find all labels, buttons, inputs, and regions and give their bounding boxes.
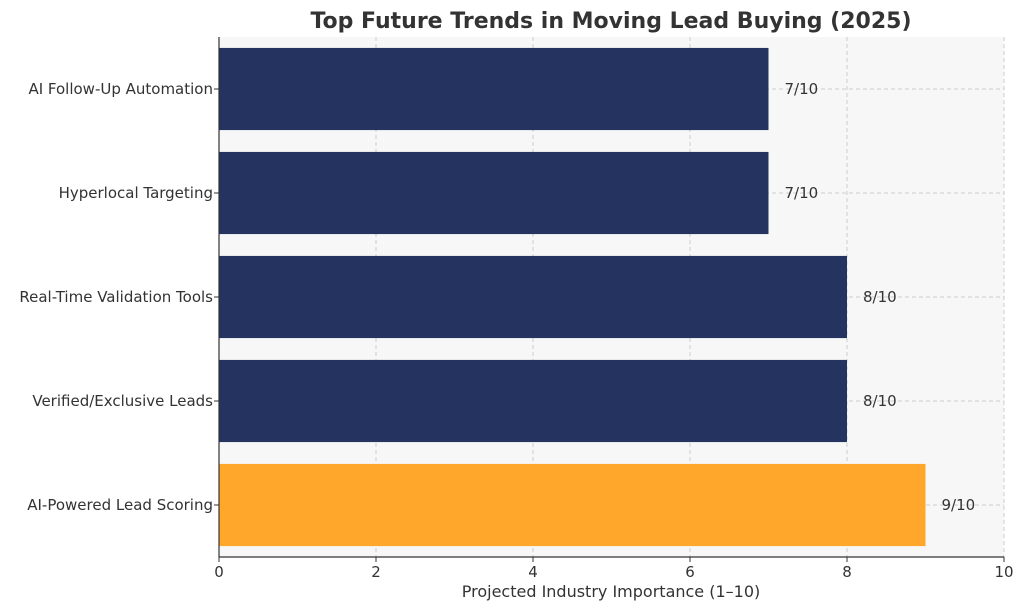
labels: 0 2 4 6 8 10 AI Follow-Up Automation 7/10 Hyperl… — [19, 80, 1013, 581]
bar-value-label: 7/10 — [785, 80, 819, 98]
bar — [219, 359, 847, 443]
x-tick-label: 4 — [528, 563, 538, 581]
bar — [219, 463, 926, 547]
x-tick-label: 6 — [685, 563, 695, 581]
bar-value-label: 8/10 — [863, 288, 897, 306]
bar — [219, 255, 847, 339]
x-tick-label: 10 — [994, 563, 1013, 581]
y-tick-label: AI-Powered Lead Scoring — [27, 496, 213, 514]
bar-value-label: 7/10 — [785, 184, 819, 202]
y-tick-label: Verified/Exclusive Leads — [32, 392, 213, 410]
y-tick-label: Real-Time Validation Tools — [19, 288, 213, 306]
x-tick-label: 0 — [214, 563, 224, 581]
x-tick-label: 8 — [842, 563, 852, 581]
bars — [219, 47, 926, 547]
bar-value-label: 8/10 — [863, 392, 897, 410]
bar — [219, 151, 769, 235]
axes — [214, 37, 1005, 562]
x-tick-label: 2 — [371, 563, 381, 581]
bar-value-label: 9/10 — [942, 496, 976, 514]
y-tick-label: Hyperlocal Targeting — [59, 184, 213, 202]
y-tick-label: AI Follow-Up Automation — [28, 80, 213, 98]
bar — [219, 47, 769, 131]
x-axis-label: Projected Industry Importance (1–10) — [462, 582, 761, 601]
chart-title: Top Future Trends in Moving Lead Buying … — [310, 9, 911, 34]
